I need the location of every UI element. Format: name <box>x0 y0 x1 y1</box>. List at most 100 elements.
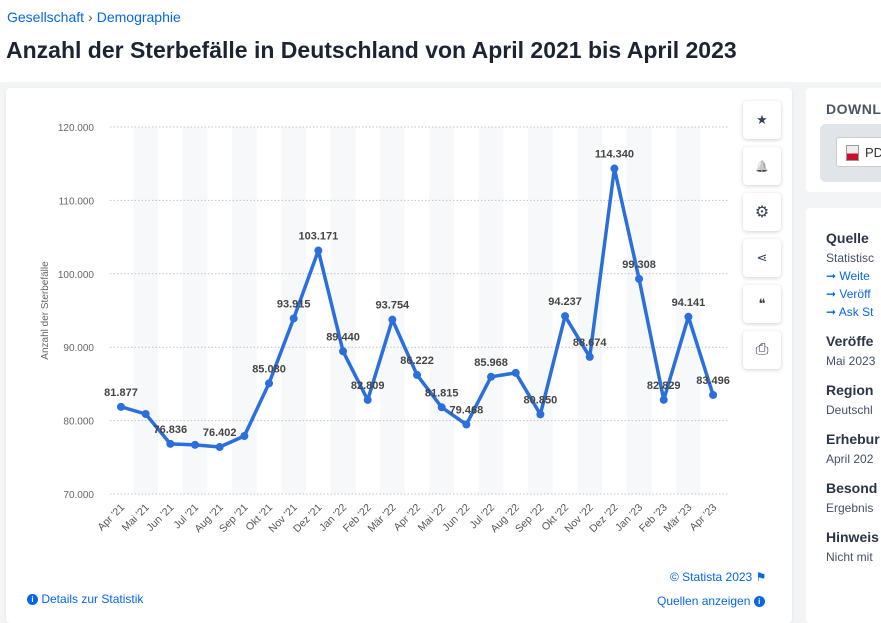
data-point <box>610 164 619 173</box>
data-label: 93.915 <box>277 298 311 310</box>
data-point <box>117 402 125 411</box>
published-value: Mai 2023 <box>826 354 876 368</box>
settings-button[interactable]: ⚙ <box>743 193 781 231</box>
breadcrumb-gesellschaft[interactable]: Gesellschaft <box>7 9 85 25</box>
y-tick-label: 120.000 <box>58 123 95 134</box>
data-point <box>141 409 150 418</box>
region-value: Deutschl <box>826 403 873 417</box>
data-point <box>240 432 249 441</box>
data-label: 76.836 <box>154 424 188 436</box>
link-ask[interactable]: ➞ Ask St <box>826 305 874 319</box>
band <box>577 127 603 494</box>
data-label: 82.809 <box>351 380 385 392</box>
special-value: Ergebnis <box>826 501 874 515</box>
pdf-download-button[interactable]: PD <box>836 137 881 167</box>
cite-button[interactable]: ❝ <box>743 285 781 323</box>
note-label: Hinweis <box>826 529 879 545</box>
link-text: Weite <box>839 269 870 283</box>
band <box>528 127 553 494</box>
band <box>429 127 455 494</box>
note-value: Nicht mit <box>826 550 873 564</box>
survey-label: Erhebur <box>826 431 880 447</box>
info-icon: i <box>753 596 765 608</box>
link-text: Ask St <box>838 305 874 319</box>
x-tick-label: Mär '22 <box>365 502 398 535</box>
data-label: 94.141 <box>672 297 706 309</box>
gear-icon: ⚙ <box>754 204 770 221</box>
favorite-button[interactable]: ★ <box>743 101 781 139</box>
data-point <box>462 420 471 429</box>
chart-card: 70.000 80.000 90.000 100.000 110.000 120.000 A… <box>6 88 792 623</box>
data-label: 88.674 <box>573 337 608 349</box>
share-icon: ⋖ <box>756 250 768 265</box>
data-point <box>388 315 397 324</box>
data-point <box>659 395 668 404</box>
y-tick-label: 70.000 <box>63 490 94 501</box>
print-icon: ⎙ <box>755 341 769 358</box>
survey-value: April 202 <box>826 452 874 466</box>
share-button[interactable]: ⋖ <box>743 239 781 277</box>
data-point <box>635 274 644 283</box>
link-further[interactable]: ➞ Weite <box>826 269 870 283</box>
download-title: DOWNL <box>826 101 881 117</box>
data-point <box>289 314 298 323</box>
data-label: 93.754 <box>376 300 411 312</box>
details-link[interactable]: i Details zur Statistik <box>27 592 143 606</box>
source-value: Statistisc <box>826 251 875 265</box>
breadcrumb-separator: › <box>88 9 93 25</box>
data-point <box>363 395 372 404</box>
notification-button[interactable]: 🔔 <box>743 147 781 185</box>
data-label: 99.308 <box>622 259 656 271</box>
link-publication[interactable]: ➞ Veröff <box>826 287 871 301</box>
download-panel: DOWNL PD <box>806 88 881 192</box>
breadcrumb-demographie[interactable]: Demographie <box>96 9 181 25</box>
data-point <box>191 440 200 449</box>
data-point <box>684 312 693 321</box>
star-icon: ★ <box>756 112 768 127</box>
data-label: 76.402 <box>203 427 237 439</box>
x-tick-label: Jun '21 <box>144 502 176 534</box>
line-chart: 70.000 80.000 90.000 100.000 110.000 120.000 A… <box>40 123 730 535</box>
source-label: Quelle <box>826 230 869 246</box>
info-panel: Quelle Statistisc ➞ Weite ➞ Veröff ➞ Ask… <box>806 208 881 623</box>
data-label: 82.829 <box>647 380 681 392</box>
band <box>380 127 405 494</box>
data-point <box>536 410 545 419</box>
x-tick-label: Mär '23 <box>662 502 695 535</box>
data-point <box>709 390 718 399</box>
data-point <box>413 370 422 379</box>
data-label: 85.968 <box>474 357 508 369</box>
pdf-label: PD <box>865 145 881 160</box>
y-tick-label: 100.000 <box>58 270 95 281</box>
data-point <box>561 312 570 321</box>
header: Gesellschaft › Demographie Anzahl der Ster… <box>0 0 881 82</box>
data-point <box>511 368 520 377</box>
download-box: PD <box>820 124 881 182</box>
data-label: 103.171 <box>298 231 338 243</box>
band <box>626 127 652 494</box>
data-point <box>339 347 348 356</box>
flag-icon: ⚑ <box>755 570 767 584</box>
print-button[interactable]: ⎙ <box>743 331 781 369</box>
data-point <box>585 352 594 361</box>
chart-toolbar: ★ 🔔 ⚙ ⋖ ❝ ⎙ <box>743 101 781 377</box>
data-label: 81.877 <box>104 387 138 399</box>
y-axis-label: Anzahl der Sterbefälle <box>40 261 51 360</box>
series-line <box>120 166 715 449</box>
y-tick-label: 80.000 <box>63 417 94 428</box>
quote-icon: ❝ <box>758 296 766 311</box>
data-label: 79.468 <box>450 405 484 417</box>
data-label: 94.237 <box>548 296 582 308</box>
page-title: Anzahl der Sterbefälle in Deutschland vo… <box>6 37 737 63</box>
y-tick-label: 90.000 <box>63 343 94 354</box>
band <box>182 127 208 494</box>
sources-link[interactable]: Quellen anzeigen i <box>657 594 765 608</box>
copyright[interactable]: © Statista 2023 ⚑ <box>670 570 766 584</box>
data-point <box>314 246 323 255</box>
data-label: 81.815 <box>425 387 459 399</box>
published-label: Veröffe <box>826 333 874 349</box>
data-label: 86.222 <box>400 355 434 367</box>
band <box>133 127 159 494</box>
info-icon: i <box>27 594 38 606</box>
band <box>478 127 504 494</box>
